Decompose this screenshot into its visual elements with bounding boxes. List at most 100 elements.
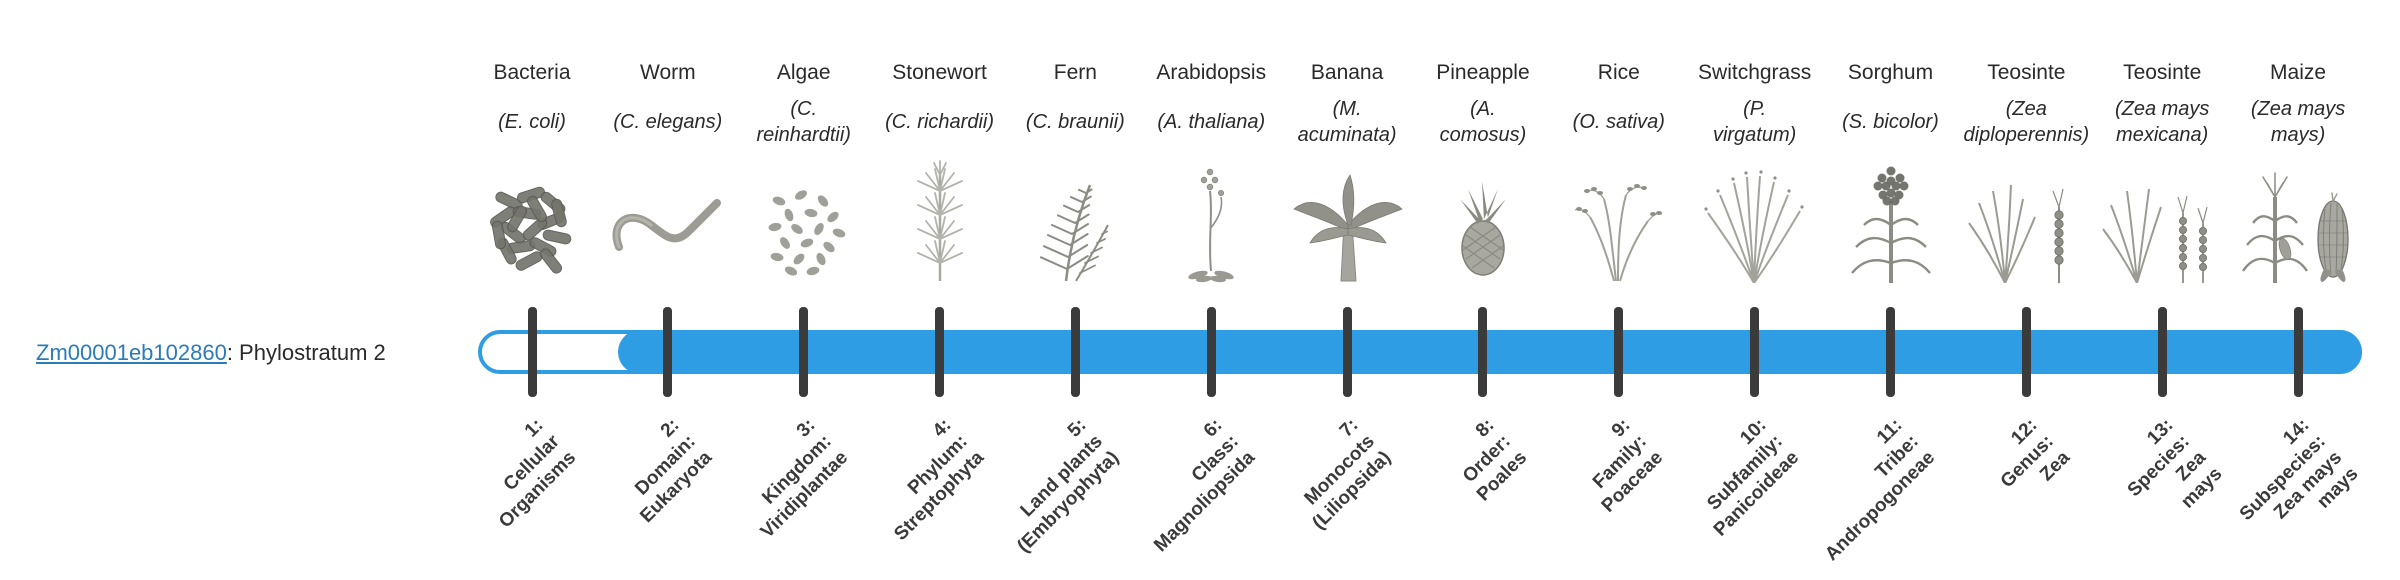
organism-illustration	[1272, 156, 1422, 288]
stratum-column-8: Pineapple (A. comosus)	[1408, 60, 1558, 288]
sorghum-icon	[1826, 151, 1956, 288]
organism-scientific-name: (O. sativa)	[1572, 111, 1665, 133]
organism-scientific-name-wrap: (A. comosus)	[1408, 90, 1558, 154]
timeline-bar-fill	[617, 330, 2362, 374]
organism-illustration	[1680, 156, 1830, 288]
stratum-column-9: Rice (O. sativa)	[1544, 60, 1694, 288]
stratum-column-11: Sorghum (S. bicolor)	[1816, 60, 1966, 288]
organism-scientific-name-wrap: (S. bicolor)	[1816, 90, 1966, 154]
organism-common-name: Maize	[2270, 61, 2327, 84]
stratum-tick	[2293, 307, 2303, 397]
organism-common-name: Arabidopsis	[1156, 61, 1267, 84]
stratum-column-7: Banana (M. acuminata)	[1272, 60, 1422, 288]
maize-icon	[2233, 151, 2363, 288]
gene-label: Zm00001eb102860: Phylostratum 2	[36, 340, 386, 366]
organism-illustration	[1816, 156, 1966, 288]
organism-common-name: Algae	[776, 61, 831, 84]
arabidopsis-icon	[1146, 151, 1276, 288]
stratum-column-2: Worm (C. elegans)	[593, 60, 743, 288]
fern-icon	[1010, 151, 1140, 288]
organism-scientific-name-wrap: (C. reinhardtii)	[729, 90, 879, 154]
organism-scientific-name: (Zea diploperennis)	[1963, 98, 2090, 146]
stratum-column-14: Maize (Zea mays mays)	[2223, 60, 2373, 288]
gene-id-link[interactable]: Zm00001eb102860	[36, 340, 227, 365]
stratum-column-12: Teosinte (Zea diploperennis)	[1951, 60, 2101, 288]
stratum-tick	[663, 307, 673, 397]
organism-common-name: Teosinte	[1987, 61, 2066, 84]
organism-illustration	[1408, 156, 1558, 288]
organism-scientific-name: (A. thaliana)	[1157, 111, 1266, 133]
gene-phylostratum-text: : Phylostratum 2	[226, 340, 386, 365]
stratum-tick	[1614, 307, 1624, 397]
rice-icon	[1554, 151, 1684, 288]
organism-scientific-name-wrap: (Zea mays mexicana)	[2087, 90, 2237, 154]
stratum-tick	[799, 307, 809, 397]
organism-illustration	[457, 156, 607, 288]
stratum-tick	[1070, 307, 1080, 397]
bacteria-icon	[467, 151, 597, 288]
stonewort-icon	[875, 151, 1005, 288]
stratum-tick	[1750, 307, 1760, 397]
organism-illustration	[2223, 156, 2373, 288]
organism-scientific-name: (C. richardii)	[885, 111, 994, 133]
algae-icon	[739, 151, 869, 288]
organism-common-name: Stonewort	[892, 61, 987, 84]
organism-illustration	[1951, 156, 2101, 288]
organism-scientific-name: (S. bicolor)	[1842, 111, 1939, 133]
stratum-column-10: Switchgrass (P. virgatum)	[1680, 60, 1830, 288]
organism-common-name: Bacteria	[493, 61, 571, 84]
stratum-tick	[527, 307, 537, 397]
organism-common-name: Teosinte	[2123, 61, 2202, 84]
organism-common-name: Pineapple	[1436, 61, 1530, 84]
organism-common-name: Fern	[1053, 61, 1097, 84]
switchgrass-icon	[1690, 151, 1820, 288]
organism-illustration	[865, 156, 1015, 288]
organism-illustration	[1000, 156, 1150, 288]
organism-illustration	[593, 156, 743, 288]
teosinte-diploperennis-icon	[1961, 151, 2091, 288]
stratum-column-6: Arabidopsis (A. thaliana)	[1136, 60, 1286, 288]
organism-illustration	[729, 156, 879, 288]
stratum-tick	[1342, 307, 1352, 397]
organism-scientific-name: (P. virgatum)	[1712, 98, 1797, 146]
stratum-column-4: Stonewort (C. richardii)	[865, 60, 1015, 288]
organism-scientific-name-wrap: (O. sativa)	[1544, 90, 1694, 154]
organism-illustration	[1136, 156, 1286, 288]
organism-common-name: Rice	[1597, 61, 1640, 84]
organism-scientific-name: (E. coli)	[498, 111, 566, 133]
organism-scientific-name-wrap: (Zea diploperennis)	[1951, 90, 2101, 154]
organism-scientific-name-wrap: (A. thaliana)	[1136, 90, 1286, 154]
stratum-tick	[935, 307, 945, 397]
stratum-tick	[1206, 307, 1216, 397]
organism-common-name: Switchgrass	[1698, 61, 1812, 84]
organism-common-name: Banana	[1310, 61, 1384, 84]
stratum-tick	[2157, 307, 2167, 397]
organism-scientific-name-wrap: (C. richardii)	[865, 90, 1015, 154]
organism-scientific-name: (Zea mays mexicana)	[2114, 98, 2210, 146]
stratum-column-5: Fern (C. braunii)	[1000, 60, 1150, 288]
organism-scientific-name-wrap: (C. elegans)	[593, 90, 743, 154]
banana-icon	[1282, 151, 1412, 288]
organism-scientific-name: (C. braunii)	[1025, 111, 1125, 133]
stratum-tick	[1478, 307, 1488, 397]
stratum-column-3: Algae (C. reinhardtii)	[729, 60, 879, 288]
organism-scientific-name-wrap: (E. coli)	[457, 90, 607, 154]
organism-scientific-name-wrap: (M. acuminata)	[1272, 90, 1422, 154]
organism-illustration	[2087, 156, 2237, 288]
organism-scientific-name: (M. acuminata)	[1297, 98, 1397, 146]
organism-illustration	[1544, 156, 1694, 288]
organism-scientific-name: (Zea mays mays)	[2250, 98, 2346, 146]
stratum-column-13: Teosinte (Zea mays mexicana)	[2087, 60, 2237, 288]
stratum-tick	[2021, 307, 2031, 397]
teosinte-mexicana-icon	[2097, 151, 2227, 288]
organism-scientific-name-wrap: (C. braunii)	[1000, 90, 1150, 154]
stratum-column-1: Bacteria (E. coli)	[457, 60, 607, 288]
stratum-tick	[1886, 307, 1895, 397]
pineapple-icon	[1418, 151, 1548, 288]
organism-scientific-name: (C. elegans)	[613, 111, 723, 133]
worm-icon	[603, 151, 733, 288]
organism-common-name: Sorghum	[1847, 61, 1934, 84]
organism-scientific-name-wrap: (P. virgatum)	[1680, 90, 1830, 154]
organism-scientific-name: (C. reinhardtii)	[756, 98, 851, 146]
